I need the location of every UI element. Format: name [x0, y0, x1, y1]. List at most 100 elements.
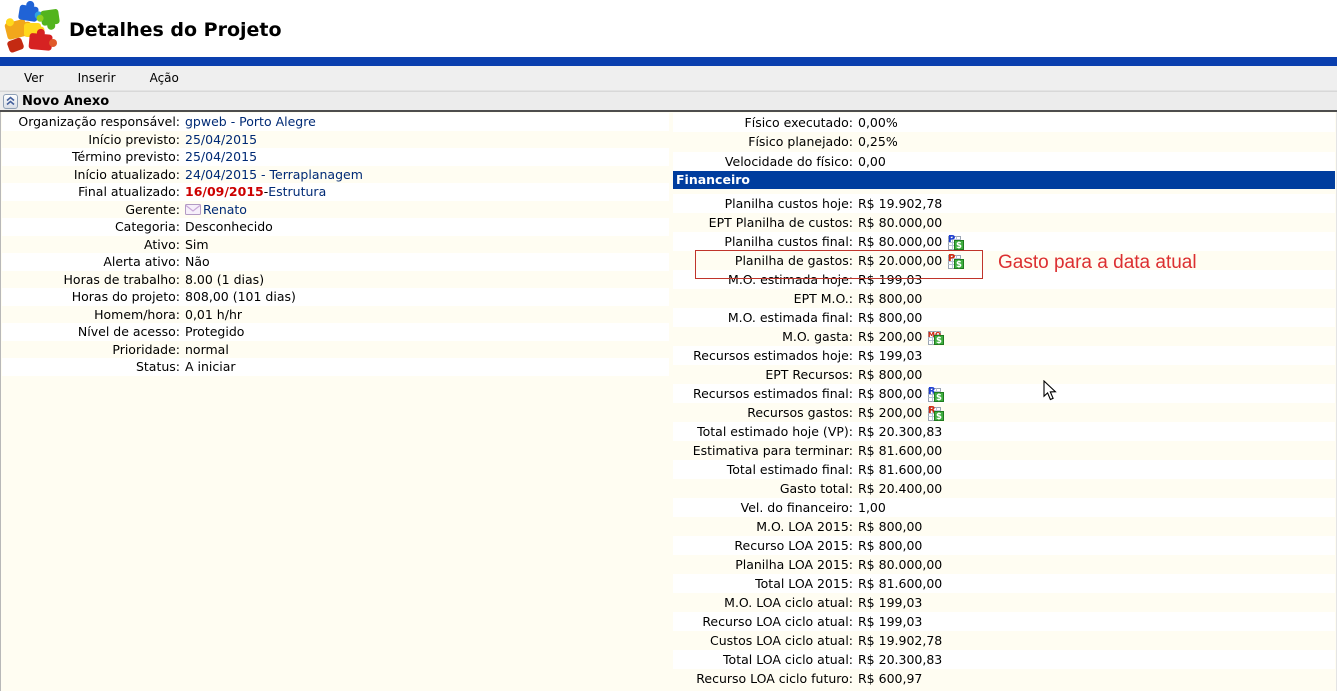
field-label: Velocidade do físico:	[724, 153, 853, 169]
field-value: R$ 800,00	[858, 309, 923, 325]
field-label: Recurso LOA ciclo futuro:	[696, 670, 853, 686]
financeiro-section-bar: Financeiro	[673, 170, 1335, 189]
field-value: R$ 81.600,00	[858, 442, 943, 458]
menu-item-acao[interactable]: Ação	[149, 71, 179, 85]
field-value: R$ 199,03	[858, 271, 923, 287]
field-value: R$ 800,00 R $	[858, 384, 945, 403]
svg-text:$: $	[936, 336, 942, 345]
value-link[interactable]: 25/04/2015	[185, 149, 258, 164]
financial-row: Total estimado final: R$ 81.600,00	[673, 459, 1335, 479]
value-link[interactable]: gpweb - Porto Alegre	[185, 114, 316, 129]
field-label: Total estimado hoje (VP):	[697, 423, 853, 439]
mo-gasta-sheet-icon[interactable]: MO$	[927, 328, 945, 345]
project-details-content: Organização responsável: gpweb - Porto Al…	[0, 112, 1337, 691]
field-value: R$ 19.902,78	[858, 632, 943, 648]
recursos-gastos-sheet-icon[interactable]: R$	[927, 404, 945, 421]
value-link[interactable]: Estrutura	[268, 184, 327, 199]
value-link[interactable]: Renato	[203, 201, 247, 217]
value-text: 808,00 (101 dias)	[185, 289, 296, 304]
planilha-final-sheet-icon[interactable]: P$	[947, 233, 965, 250]
field-label: Categoria:	[114, 219, 180, 234]
financial-row: Recursos estimados hoje: R$ 199,03	[673, 345, 1335, 365]
field-value: R$ 20.300,83	[858, 423, 943, 439]
mail-icon[interactable]	[185, 203, 201, 215]
financial-row: Recurso LOA ciclo futuro: R$ 600,97	[673, 669, 1335, 688]
svg-text:$: $	[936, 412, 942, 421]
svg-text:P: P	[948, 234, 955, 245]
header-accent-bar	[0, 57, 1337, 66]
field-value: R$ 20.400,00	[858, 480, 943, 496]
field-label: Final atualizado:	[78, 184, 180, 199]
financial-row: M.O. estimada final: R$ 800,00	[673, 307, 1335, 327]
field-value: A iniciar	[185, 358, 236, 376]
field-label: Físico executado:	[744, 115, 853, 130]
field-value: R$ 199,03	[858, 347, 923, 363]
field-label: Gasto total:	[779, 480, 853, 496]
field-label: Organização responsável:	[18, 114, 180, 129]
field-value: Sim	[185, 236, 209, 254]
section-header-novo-anexo: Novo Anexo	[0, 91, 1337, 112]
field-label: Custos LOA ciclo atual:	[710, 632, 853, 648]
financial-row: EPT M.O.: R$ 800,00	[673, 289, 1335, 308]
field-label: M.O. LOA 2015:	[756, 518, 853, 534]
field-value: R$ 20.000,00 P $	[858, 251, 965, 270]
value-text: Não	[185, 254, 210, 269]
financial-row: Físico planejado: 0,25%	[673, 132, 1335, 151]
info-row: Alerta ativo: Não	[2, 253, 669, 271]
field-value: 25/04/2015	[185, 148, 257, 166]
field-value: R$ 80.000,00	[858, 556, 943, 572]
field-value: 1,00	[858, 499, 886, 515]
field-value: gpweb - Porto Alegre	[185, 113, 316, 131]
info-row: Término previsto: 25/04/2015	[2, 148, 669, 166]
info-row: Categoria: Desconhecido	[2, 218, 669, 236]
menu-item-inserir[interactable]: Inserir	[77, 71, 116, 85]
field-label: EPT Recursos:	[765, 366, 853, 382]
field-value: R$ 800,00	[858, 537, 923, 553]
financial-row: EPT Planilha de custos: R$ 80.000,00	[673, 213, 1335, 232]
field-value: R$ 200,00MO$	[858, 327, 945, 346]
info-row: Gerente: Renato	[2, 201, 669, 219]
info-row: Início previsto: 25/04/2015	[2, 131, 669, 149]
field-value: R$ 600,97	[858, 670, 923, 686]
section-title: Novo Anexo	[22, 93, 110, 109]
financial-row: EPT Recursos: R$ 800,00	[673, 365, 1335, 384]
field-value: 0,00	[858, 153, 886, 169]
svg-text:R: R	[928, 405, 936, 416]
field-label: Gerente:	[125, 201, 180, 217]
planilha-gastos-sheet-icon[interactable]: P$	[947, 252, 965, 269]
menu-item-ver[interactable]: Ver	[24, 71, 44, 85]
financial-row: Total LOA ciclo atual: R$ 20.300,83	[673, 649, 1335, 669]
field-value: Protegido	[185, 323, 244, 341]
highlight-box-planilha-de-gastos	[695, 250, 983, 279]
field-label: Prioridade:	[112, 341, 180, 357]
field-value: R$ 199,03	[858, 613, 923, 629]
financial-row: Físico executado: 0,00%	[673, 113, 1335, 133]
annotation-text: Gasto para a data atual	[998, 252, 1197, 273]
chevron-double-up-icon	[6, 96, 15, 106]
svg-text:$: $	[956, 241, 962, 250]
project-info-table: Organização responsável: gpweb - Porto Al…	[2, 113, 669, 376]
value-link[interactable]: 25/04/2015	[185, 131, 258, 147]
field-value: R$ 80.000,00	[858, 214, 943, 230]
info-row: Organização responsável: gpweb - Porto Al…	[2, 113, 669, 131]
field-label: Início previsto:	[88, 131, 180, 147]
field-label: Recursos estimados final:	[692, 385, 853, 401]
financial-row: Planilha LOA 2015: R$ 80.000,00	[673, 555, 1335, 574]
collapse-section-button[interactable]	[3, 93, 18, 109]
field-label: Ativo:	[144, 236, 180, 252]
financial-row: Recurso LOA ciclo atual: R$ 199,03	[673, 611, 1335, 631]
financial-row: Vel. do financeiro: 1,00	[673, 497, 1335, 517]
info-row: Nível de acesso: Protegido	[2, 323, 669, 341]
svg-text:P: P	[948, 253, 955, 264]
value-text: 0,01 h/hr	[185, 306, 243, 322]
field-label: Estimativa para terminar:	[692, 442, 853, 458]
info-row: Final atualizado: 16/09/2015 - Estrutura	[2, 183, 669, 201]
field-label: Total estimado final:	[726, 461, 853, 477]
field-value: Renato	[185, 201, 247, 219]
value-link[interactable]: 24/04/2015 - Terraplanagem	[185, 166, 363, 182]
field-label: Planilha de gastos:	[734, 252, 853, 268]
field-value: R$ 800,00	[858, 290, 923, 306]
financial-rows: Planilha custos hoje: R$ 19.902,78 EPT Pla…	[673, 193, 1335, 688]
financial-row: M.O. LOA 2015: R$ 800,00	[673, 517, 1335, 536]
recursos-final-sheet-icon[interactable]: R$	[927, 385, 945, 402]
